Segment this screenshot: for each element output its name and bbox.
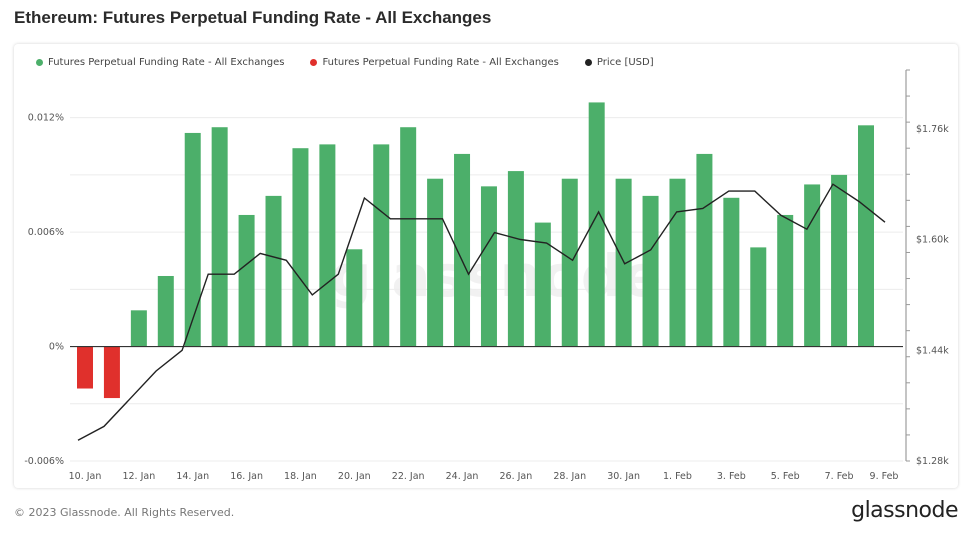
funding-rate-bar xyxy=(588,102,605,347)
funding-rate-bar xyxy=(427,178,444,347)
x-tick-label: 22. Jan xyxy=(392,471,425,482)
legend-label: Futures Perpetual Funding Rate - All Exc… xyxy=(48,57,285,68)
funding-rate-bar xyxy=(777,214,794,347)
funding-rate-bar xyxy=(157,275,174,347)
x-tick-label: 7. Feb xyxy=(825,471,854,482)
funding-rate-bar xyxy=(696,153,713,347)
legend-item-funding-positive[interactable]: Futures Perpetual Funding Rate - All Exc… xyxy=(36,57,284,68)
x-tick-label: 30. Jan xyxy=(607,471,640,482)
x-tick-label: 18. Jan xyxy=(284,471,317,482)
funding-rate-bar xyxy=(211,127,228,347)
y-left-tick-label: -0.006% xyxy=(24,456,64,467)
funding-rate-bar xyxy=(804,184,821,347)
funding-rate-bar xyxy=(534,222,551,347)
copyright-footer: © 2023 Glassnode. All Rights Reserved. xyxy=(14,506,235,519)
y-right-tick-label: $1.60k xyxy=(916,235,949,246)
funding-rate-bar xyxy=(561,178,578,347)
legend-item-funding-negative[interactable]: Futures Perpetual Funding Rate - All Exc… xyxy=(310,57,559,68)
x-tick-label: 5. Feb xyxy=(771,471,800,482)
x-tick-label: 12. Jan xyxy=(122,471,155,482)
funding-rate-bar xyxy=(831,174,848,347)
y-right-tick-label: $1.44k xyxy=(916,345,949,356)
x-tick-label: 1. Feb xyxy=(663,471,692,482)
legend-dot-red-icon xyxy=(310,59,318,66)
funding-rate-bar xyxy=(642,195,659,347)
funding-rate-bar xyxy=(480,186,497,347)
y-left-tick-label: 0% xyxy=(49,342,64,353)
legend-dot-green-icon xyxy=(36,59,43,66)
funding-rate-bar xyxy=(77,346,93,389)
funding-rate-bar xyxy=(265,195,282,347)
x-tick-label: 14. Jan xyxy=(176,471,209,482)
funding-rate-bar xyxy=(238,214,255,347)
x-tick-label: 24. Jan xyxy=(446,471,479,482)
funding-rate-bar xyxy=(184,132,201,347)
funding-rate-bar xyxy=(292,148,309,347)
legend-label: Futures Perpetual Funding Rate - All Exc… xyxy=(322,57,559,68)
x-tick-label: 16. Jan xyxy=(230,471,263,482)
y-right-tick-label: $1.76k xyxy=(916,124,949,135)
funding-rate-bar xyxy=(319,144,336,347)
legend-dot-black-icon xyxy=(584,59,592,66)
price-line xyxy=(77,183,886,441)
funding-rate-bar xyxy=(507,171,524,347)
brand-logo: glassnode xyxy=(851,498,958,523)
y-left-tick-label: 0.006% xyxy=(28,227,64,238)
funding-rate-bar xyxy=(130,310,147,347)
legend: Futures Perpetual Funding Rate - All Exc… xyxy=(36,57,654,68)
funding-rate-bar xyxy=(346,249,363,347)
funding-rate-bar xyxy=(103,346,120,399)
x-tick-label: 28. Jan xyxy=(553,471,586,482)
funding-rate-bar xyxy=(400,127,417,347)
funding-rate-bar xyxy=(858,125,874,347)
funding-rate-bar xyxy=(454,153,471,347)
x-tick-label: 10. Jan xyxy=(69,471,102,482)
legend-item-price[interactable]: Price [USD] xyxy=(584,57,654,68)
funding-rate-bar xyxy=(723,197,740,347)
legend-label: Price [USD] xyxy=(596,57,654,68)
y-right-tick-label: $1.28k xyxy=(916,456,949,467)
funding-rate-bar xyxy=(373,144,390,347)
x-tick-label: 3. Feb xyxy=(717,471,746,482)
x-tick-label: 20. Jan xyxy=(338,471,371,482)
funding-rate-bar xyxy=(750,247,767,347)
x-tick-label: 9. Feb xyxy=(870,471,899,482)
funding-rate-bar xyxy=(669,178,686,347)
y-left-tick-label: 0.012% xyxy=(28,113,64,124)
chart-title: Ethereum: Futures Perpetual Funding Rate… xyxy=(14,8,492,27)
x-tick-label: 26. Jan xyxy=(500,471,533,482)
